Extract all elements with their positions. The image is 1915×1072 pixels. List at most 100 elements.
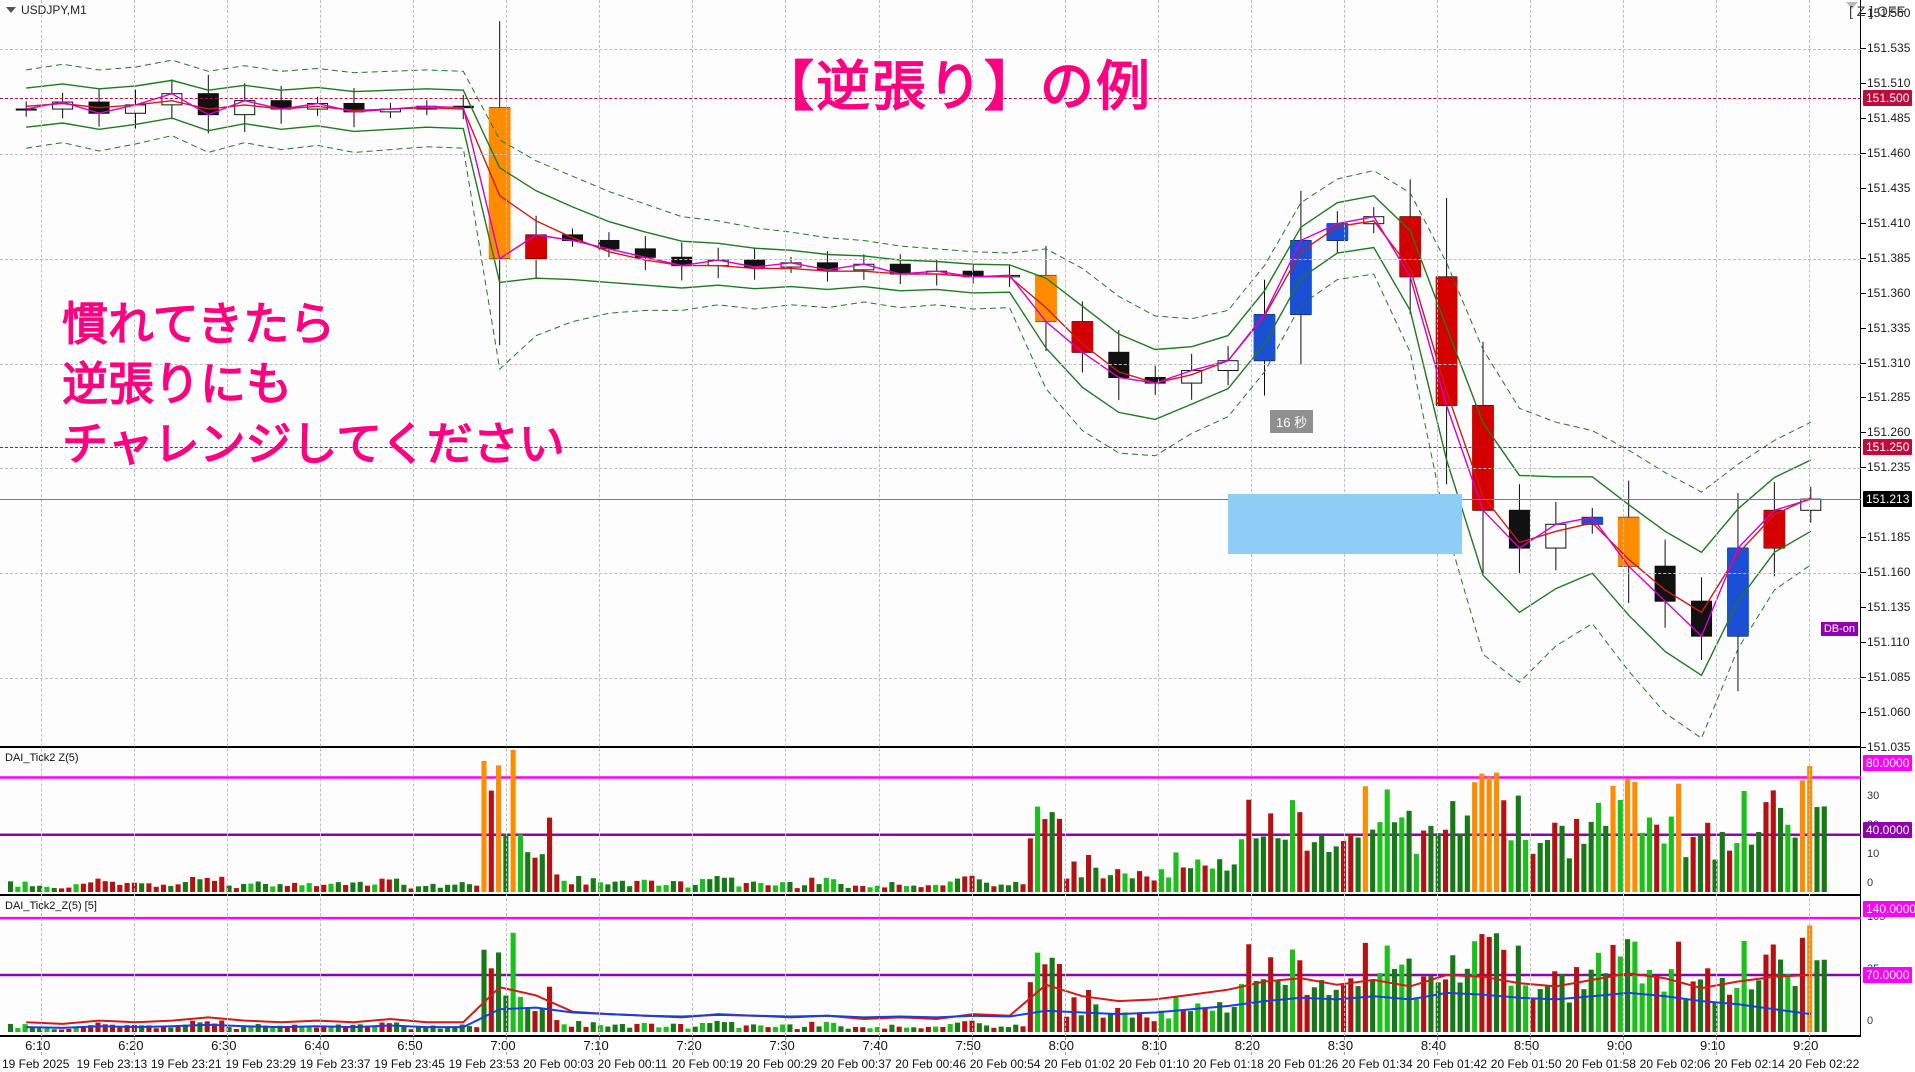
vertical-gridline	[692, 0, 694, 1036]
price-level-badge[interactable]: 151.213	[1863, 491, 1913, 508]
time-tick-separator	[506, 1037, 508, 1055]
time-tick-label: 7:20	[676, 1038, 702, 1053]
date-tick-label: 20 Feb 00:54	[969, 1057, 1041, 1071]
time-tick-label: 9:00	[1606, 1038, 1633, 1053]
date-tick-label: 20 Feb 00:37	[820, 1057, 892, 1071]
symbol-label[interactable]: USDJPY,M1	[6, 3, 87, 17]
time-tick-label: 6:50	[397, 1038, 423, 1053]
price-level-line	[0, 447, 1861, 449]
time-tick-separator	[599, 1037, 601, 1055]
price-tick: 151.385	[1861, 251, 1915, 265]
date-tick-label: 20 Feb 01:02	[1044, 1057, 1115, 1071]
time-tick-separator	[1809, 1037, 1811, 1055]
horizontal-gridline	[0, 573, 1861, 575]
date-tick-label: 20 Feb 01:18	[1193, 1057, 1264, 1071]
time-tick-label: 7:50	[955, 1038, 981, 1053]
price-tick: 151.085	[1861, 670, 1915, 684]
time-tick-separator	[878, 1037, 880, 1055]
price-tick-label: 151.535	[1867, 40, 1911, 55]
indicator1-tick-label: 0	[1867, 877, 1874, 889]
price-level-badge[interactable]: 151.500	[1863, 89, 1913, 106]
date-tick-label: 20 Feb 01:58	[1565, 1057, 1636, 1071]
date-tick-label: 20 Feb 00:29	[746, 1057, 818, 1071]
countdown-tooltip: 16 秒	[1270, 410, 1314, 433]
price-tick-label: 151.560	[1867, 5, 1911, 20]
indicator1-level-badge[interactable]: 40.0000	[1863, 821, 1913, 838]
indicator2-title: DAI_Tick2_Z(5) [5]	[5, 900, 97, 912]
indicator2-svg	[0, 916, 1861, 1032]
price-chart-svg	[15, 21, 1822, 739]
symbol-text: USDJPY,M1	[21, 3, 87, 17]
date-tick-label: 20 Feb 02:22	[1788, 1057, 1860, 1071]
highlight-box	[1228, 494, 1462, 554]
price-tick: 151.560	[1861, 6, 1915, 20]
price-level-line	[0, 97, 1861, 99]
date-tick-label: 19 Feb 23:13	[76, 1057, 148, 1071]
time-tick-separator	[1622, 1037, 1624, 1055]
annotation-title: 【逆張り】の例	[760, 55, 1152, 118]
price-tick-label: 151.160	[1867, 565, 1911, 580]
date-tick-label: 20 Feb 02:06	[1639, 1057, 1711, 1071]
time-tick-separator	[692, 1037, 694, 1055]
price-tick: 151.035	[1861, 740, 1915, 754]
time-tick-separator	[1436, 1037, 1438, 1055]
time-tick-label: 7:40	[862, 1038, 888, 1053]
price-tick: 151.410	[1861, 216, 1915, 230]
price-tick-label: 151.460	[1867, 145, 1911, 160]
price-tick-label: 151.360	[1867, 285, 1911, 300]
price-tick-label: 151.285	[1867, 390, 1911, 405]
chart-canvas[interactable]: DAI_Tick2 Z(5) DAI_Tick2_Z(5) [5] USDJPY…	[0, 0, 1861, 1072]
time-tick-separator	[971, 1037, 973, 1055]
time-tick-label: 8:10	[1141, 1038, 1167, 1053]
time-tick-separator	[1157, 1037, 1159, 1055]
date-tick-label: 19 Feb 23:45	[374, 1057, 445, 1071]
price-tick: 151.235	[1861, 460, 1915, 474]
vertical-gridline	[413, 0, 415, 1036]
indicator2-tick-label: 0	[1867, 1015, 1874, 1027]
date-tick-label: 20 Feb 00:11	[597, 1057, 668, 1071]
price-tick: 151.460	[1861, 146, 1915, 160]
time-tick-separator	[413, 1037, 415, 1055]
indicator-pane-1[interactable]: DAI_Tick2 Z(5)	[0, 750, 1861, 896]
indicator1-level-badge[interactable]: 80.0000	[1863, 755, 1913, 772]
price-tick: 151.285	[1861, 390, 1915, 404]
price-tick-label: 151.310	[1867, 355, 1911, 370]
price-tick: 151.160	[1861, 565, 1915, 579]
price-tick: 151.360	[1861, 286, 1915, 300]
price-tick: 151.335	[1861, 321, 1915, 335]
time-tick-label: 8:50	[1513, 1038, 1540, 1053]
time-tick-label: 6:20	[118, 1038, 144, 1053]
indicator2-level-badge[interactable]: 70.0000	[1863, 967, 1913, 984]
price-tick: 151.510	[1861, 76, 1915, 90]
z-toggle-label[interactable]: [ Z ] OFF	[1849, 3, 1905, 19]
db-on-badge[interactable]: DB-on	[1820, 622, 1858, 636]
price-tick: 151.260	[1861, 425, 1915, 439]
price-tick-label: 151.385	[1867, 250, 1911, 265]
price-tick-label: 151.260	[1867, 425, 1911, 440]
time-tick-separator	[1250, 1037, 1252, 1055]
date-tick-label: 19 Feb 23:29	[225, 1057, 297, 1071]
price-level-badge[interactable]: 151.250	[1863, 439, 1913, 456]
indicator1-tick-label: 10	[1867, 848, 1880, 860]
vertical-gridline	[506, 0, 508, 1036]
price-tick-label: 151.110	[1867, 635, 1910, 650]
horizontal-gridline	[0, 48, 1861, 50]
time-tick-label: 8:00	[1048, 1038, 1074, 1053]
price-axis[interactable]: 151.560 151.535 151.510 151.485 151.460 151.4…	[1861, 0, 1915, 1072]
price-tick-label: 151.185	[1867, 530, 1911, 545]
price-pane[interactable]	[0, 0, 1861, 748]
time-tick-label: 7:10	[583, 1038, 609, 1053]
time-tick-label: 7:00	[490, 1038, 516, 1053]
chevron-down-icon[interactable]	[6, 7, 16, 13]
chart-collapse-icon[interactable]	[1846, 2, 1858, 9]
time-axis: 6:10 6:20 6:30 6:40 6:50 7:00 7:10 7:20 7:30 7:40…	[0, 1036, 1861, 1072]
indicator2-level-badge[interactable]: 140.0000	[1863, 900, 1915, 917]
date-tick-label: 19 Feb 23:37	[299, 1057, 371, 1071]
annotation-body: 慣れてきたら 逆張りにも チャレンジしてください	[62, 297, 565, 471]
time-tick-label: 8:30	[1327, 1038, 1354, 1053]
price-tick: 151.535	[1861, 41, 1915, 55]
date-tick-label: 19 Feb 2025	[2, 1057, 70, 1071]
time-tick-label: 6:30	[211, 1038, 237, 1053]
indicator-pane-2[interactable]: DAI_Tick2_Z(5) [5]	[0, 898, 1861, 1036]
date-tick-label: 20 Feb 00:19	[671, 1057, 743, 1071]
